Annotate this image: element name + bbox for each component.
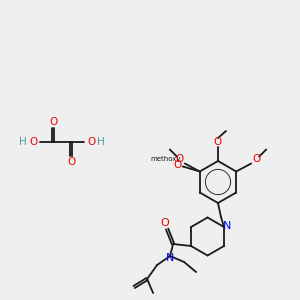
Text: O: O — [29, 137, 37, 147]
Text: methoxy: methoxy — [151, 157, 181, 163]
Text: O: O — [252, 154, 260, 164]
Text: O: O — [174, 160, 182, 170]
Text: N: N — [166, 253, 174, 263]
Text: H: H — [97, 137, 105, 147]
Text: O: O — [161, 218, 170, 228]
Text: O: O — [87, 137, 95, 147]
Text: O: O — [176, 154, 184, 164]
Text: O: O — [214, 137, 222, 147]
Text: N: N — [223, 221, 231, 231]
Text: O: O — [67, 157, 75, 167]
Text: O: O — [49, 117, 57, 127]
Text: H: H — [19, 137, 27, 147]
